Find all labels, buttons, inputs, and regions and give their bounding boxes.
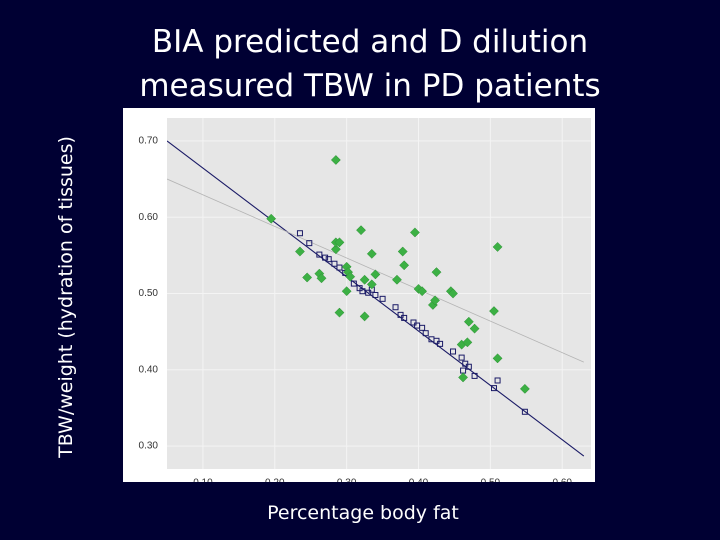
measured-point	[302, 272, 313, 283]
predicted-point	[410, 319, 417, 326]
predicted-point	[316, 251, 323, 258]
predicted-point	[325, 256, 332, 263]
predicted-point	[450, 348, 457, 355]
measured-point	[489, 306, 499, 317]
x-tick-label: 0.10	[193, 477, 213, 482]
measured-point	[356, 225, 366, 236]
slide-title-line-2: measured TBW in PD patients	[139, 68, 601, 104]
measured-point	[519, 383, 530, 394]
predicted-point	[397, 311, 404, 318]
measured-point	[366, 279, 377, 290]
measured-point	[359, 274, 370, 285]
predicted-point	[372, 292, 379, 299]
measured-point	[492, 242, 503, 252]
measured-point	[409, 227, 420, 238]
measured-point	[458, 372, 469, 383]
predicted-point	[458, 354, 465, 361]
y-tick-label: 0.70	[139, 136, 159, 147]
predicted-point	[471, 372, 478, 379]
plot-content	[167, 140, 585, 457]
predicted-point	[350, 280, 357, 287]
measured-point	[330, 155, 341, 165]
predicted-point	[521, 408, 528, 415]
scatter-plot: 0.10 0.20 0.30 0.40 0.50 0.60 0.30 0.40 0.50 0.60…	[123, 108, 595, 482]
predicted-point	[437, 340, 444, 347]
x-tick-label: 0.30	[337, 477, 357, 482]
measured-point	[334, 237, 345, 248]
measured-point	[417, 286, 428, 297]
measured-point	[316, 273, 327, 284]
predicted-point	[331, 260, 338, 267]
measured-point	[366, 248, 377, 259]
measured-point	[463, 316, 474, 327]
y-axis-label: TBW/weight (hydration of tissues)	[55, 136, 77, 458]
measured-point	[392, 274, 402, 285]
slide-title: BIA predicted and D dilution measured TB…	[90, 20, 650, 108]
predicted-point	[490, 385, 497, 392]
measured-point	[359, 311, 370, 322]
measured-point	[399, 260, 410, 271]
predicted-point	[419, 324, 426, 331]
measured-point	[370, 269, 381, 280]
predicted-point	[494, 377, 501, 384]
measured-point	[334, 307, 345, 318]
predicted-point	[336, 264, 343, 271]
measured-point	[469, 323, 480, 334]
x-tick-label: 0.20	[265, 477, 285, 482]
fit-line-predicted	[167, 140, 585, 457]
measured-point	[397, 246, 408, 257]
x-axis-label: Percentage body fat	[267, 502, 459, 524]
y-tick-label: 0.50	[139, 288, 159, 299]
measured-point	[330, 244, 341, 255]
predicted-point	[379, 295, 386, 302]
x-tick-label: 0.60	[553, 477, 573, 482]
y-tick-label: 0.40	[139, 364, 159, 375]
predicted-point	[296, 230, 303, 237]
measured-point	[462, 337, 473, 348]
measured-point	[448, 288, 458, 299]
x-tick-label: 0.40	[409, 477, 429, 482]
predicted-point	[322, 254, 329, 261]
predicted-point	[462, 360, 469, 367]
predicted-point	[465, 363, 472, 370]
x-tick-label: 0.50	[481, 477, 501, 482]
measured-point	[266, 213, 277, 224]
predicted-point	[306, 240, 313, 247]
predicted-point	[401, 314, 408, 321]
y-tick-label: 0.60	[139, 212, 159, 223]
slide-title-line-1: BIA predicted and D dilution	[151, 24, 589, 60]
predicted-point	[433, 337, 440, 344]
measured-point	[294, 246, 305, 257]
measured-point	[431, 267, 442, 278]
predicted-point	[422, 330, 429, 337]
predicted-point	[392, 304, 399, 311]
measured-point	[492, 353, 503, 364]
measured-point	[430, 295, 441, 306]
predicted-point	[359, 288, 366, 295]
predicted-point	[365, 289, 372, 296]
y-tick-label: 0.30	[139, 441, 159, 452]
measured-point	[341, 286, 352, 297]
measured-point	[345, 271, 356, 282]
